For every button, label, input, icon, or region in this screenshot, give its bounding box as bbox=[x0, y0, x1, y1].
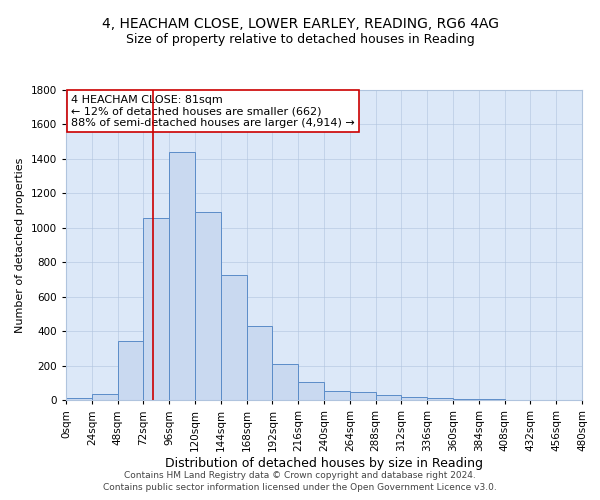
Bar bbox=[324, 390, 350, 400]
Text: 4, HEACHAM CLOSE, LOWER EARLEY, READING, RG6 4AG: 4, HEACHAM CLOSE, LOWER EARLEY, READING,… bbox=[101, 18, 499, 32]
Bar bbox=[298, 382, 324, 400]
Bar bbox=[143, 218, 169, 400]
Bar bbox=[376, 395, 401, 400]
Bar bbox=[427, 398, 453, 400]
Bar bbox=[272, 364, 298, 400]
Bar bbox=[401, 398, 427, 400]
Bar bbox=[247, 326, 272, 400]
Bar bbox=[169, 152, 195, 400]
Bar bbox=[221, 275, 247, 400]
Bar bbox=[195, 212, 221, 400]
Bar bbox=[350, 392, 376, 400]
Text: Contains public sector information licensed under the Open Government Licence v3: Contains public sector information licen… bbox=[103, 484, 497, 492]
Text: Contains HM Land Registry data © Crown copyright and database right 2024.: Contains HM Land Registry data © Crown c… bbox=[124, 471, 476, 480]
Bar bbox=[118, 342, 143, 400]
X-axis label: Distribution of detached houses by size in Reading: Distribution of detached houses by size … bbox=[165, 456, 483, 469]
Bar bbox=[92, 394, 118, 400]
Text: 4 HEACHAM CLOSE: 81sqm
← 12% of detached houses are smaller (662)
88% of semi-de: 4 HEACHAM CLOSE: 81sqm ← 12% of detached… bbox=[71, 94, 355, 128]
Bar bbox=[453, 399, 479, 400]
Text: Size of property relative to detached houses in Reading: Size of property relative to detached ho… bbox=[125, 32, 475, 46]
Bar bbox=[66, 398, 92, 400]
Y-axis label: Number of detached properties: Number of detached properties bbox=[15, 158, 25, 332]
